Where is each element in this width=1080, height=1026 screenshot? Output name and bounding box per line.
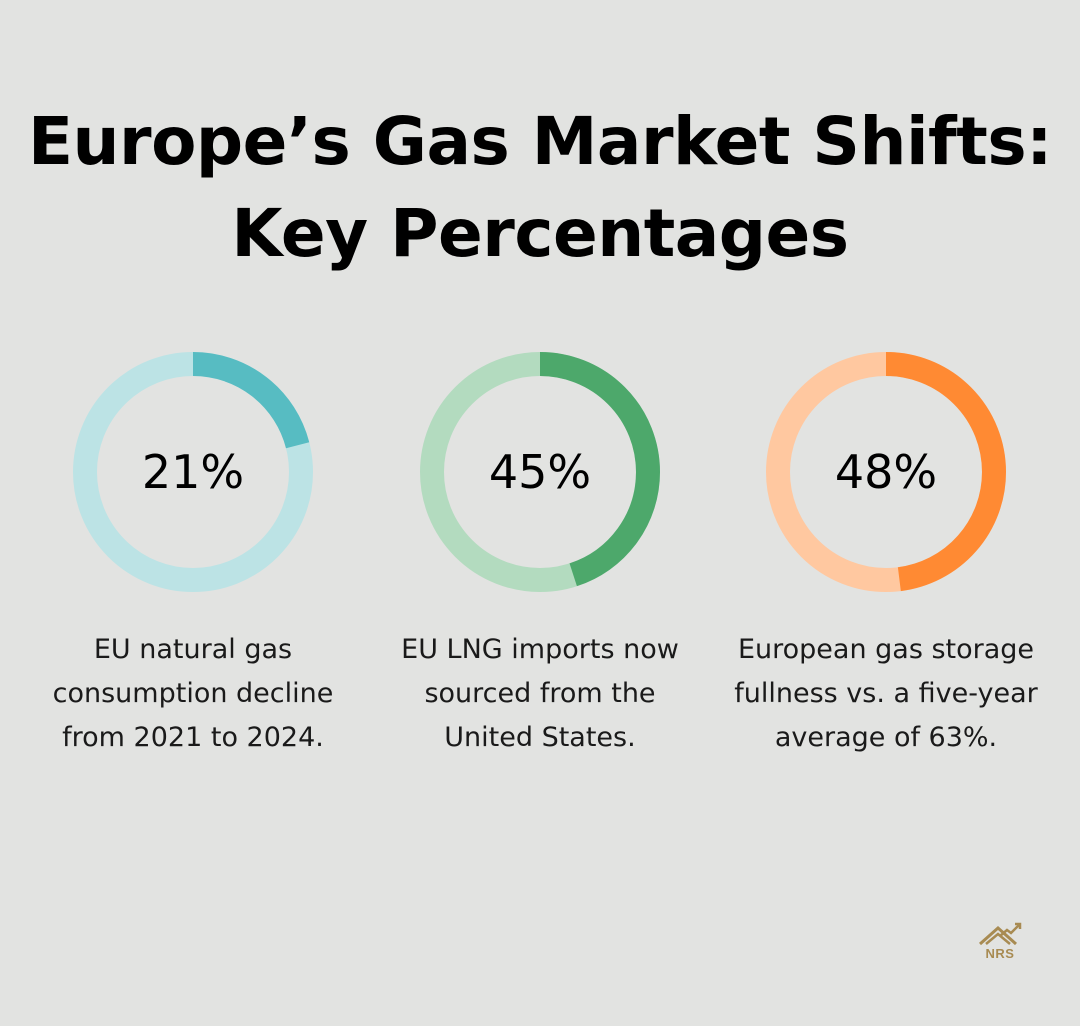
donut-arc xyxy=(766,352,1006,592)
stat-card-consumption: 21% EU natural gas consumption decline f… xyxy=(28,340,358,760)
title-line-2: Key Percentages xyxy=(231,195,849,272)
stat-card-lng: 45% EU LNG imports now sourced from the … xyxy=(375,340,705,760)
donut-chart-storage xyxy=(766,352,1006,592)
stat-description: EU LNG imports now sourced from the Unit… xyxy=(401,634,679,753)
brand-logo: NRS xyxy=(976,920,1024,966)
house-chart-icon xyxy=(979,922,1022,946)
logo-text: NRS xyxy=(985,946,1015,961)
donut-arc xyxy=(73,352,313,592)
donut-chart-consumption xyxy=(73,352,313,592)
stat-description: EU natural gas consumption decline from … xyxy=(52,634,334,753)
stat-card-storage: 48% European gas storage fullness vs. a … xyxy=(721,340,1051,760)
page-title: Europe’s Gas Market Shifts: Key Percenta… xyxy=(0,96,1080,280)
stat-description: European gas storage fullness vs. a five… xyxy=(734,634,1038,753)
donut-arc xyxy=(420,352,660,592)
title-line-1: Europe’s Gas Market Shifts: xyxy=(27,103,1053,180)
donut-chart-lng xyxy=(420,352,660,592)
